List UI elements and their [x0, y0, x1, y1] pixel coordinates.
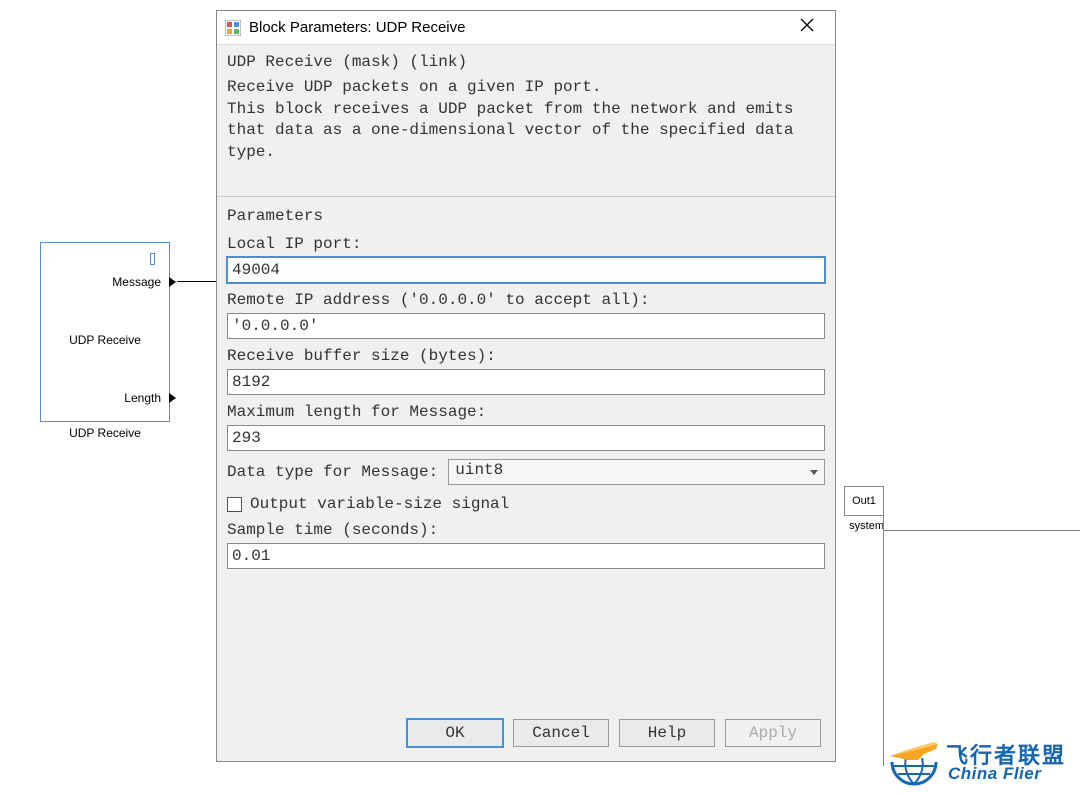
- port-arrow-message: [169, 277, 176, 287]
- port-arrow-length: [169, 393, 176, 403]
- port-label-message: Message: [112, 275, 161, 289]
- plane-globe-icon: [884, 736, 944, 788]
- block-indicator: [150, 253, 155, 265]
- label-local-ip-port: Local IP port:: [227, 235, 825, 253]
- bg-horizontal-line: [884, 530, 1080, 531]
- watermark-logo: 飞行者联盟 China Flier: [884, 734, 1074, 790]
- label-variable-size: Output variable-size signal: [250, 495, 509, 513]
- udp-receive-block[interactable]: Message UDP Receive Length: [40, 242, 170, 422]
- port-label-length: Length: [124, 391, 161, 405]
- block-description: Receive UDP packets on a given IP port. …: [217, 77, 835, 197]
- cancel-button[interactable]: Cancel: [513, 719, 609, 747]
- block-caption: UDP Receive: [40, 426, 170, 440]
- close-button[interactable]: [787, 18, 827, 37]
- label-data-type: Data type for Message:: [227, 463, 438, 481]
- apply-button[interactable]: Apply: [725, 719, 821, 747]
- label-remote-ip: Remote IP address ('0.0.0.0' to accept a…: [227, 291, 825, 309]
- block-parameters-dialog: Block Parameters: UDP Receive UDP Receiv…: [216, 10, 836, 762]
- input-sample-time[interactable]: [227, 543, 825, 569]
- out1-block: Out1: [844, 486, 884, 516]
- parameters-panel: Parameters Local IP port: Remote IP addr…: [217, 197, 835, 569]
- input-max-length[interactable]: [227, 425, 825, 451]
- label-sample-time: Sample time (seconds):: [227, 521, 825, 539]
- block-center-label: UDP Receive: [41, 333, 169, 347]
- titlebar[interactable]: Block Parameters: UDP Receive: [217, 11, 835, 45]
- checkbox-variable-size[interactable]: [227, 497, 242, 512]
- simulink-icon: [225, 20, 241, 36]
- dropdown-data-type[interactable]: uint8: [448, 459, 825, 485]
- label-max-length: Maximum length for Message:: [227, 403, 825, 421]
- help-button[interactable]: Help: [619, 719, 715, 747]
- mask-link-line: UDP Receive (mask) (link): [217, 45, 835, 77]
- close-icon: [800, 18, 814, 32]
- input-buffer-size[interactable]: [227, 369, 825, 395]
- input-remote-ip[interactable]: [227, 313, 825, 339]
- dialog-button-row: OK Cancel Help Apply: [407, 719, 821, 747]
- ok-button[interactable]: OK: [407, 719, 503, 747]
- input-local-ip-port[interactable]: [227, 257, 825, 283]
- dialog-title: Block Parameters: UDP Receive: [249, 19, 787, 36]
- watermark-text-en: China Flier: [948, 764, 1041, 784]
- parameters-title: Parameters: [227, 207, 825, 225]
- dropdown-data-type-value: uint8: [455, 461, 503, 479]
- label-buffer-size: Receive buffer size (bytes):: [227, 347, 825, 365]
- bg-vertical-line: [883, 516, 884, 766]
- signal-wire: [177, 281, 217, 282]
